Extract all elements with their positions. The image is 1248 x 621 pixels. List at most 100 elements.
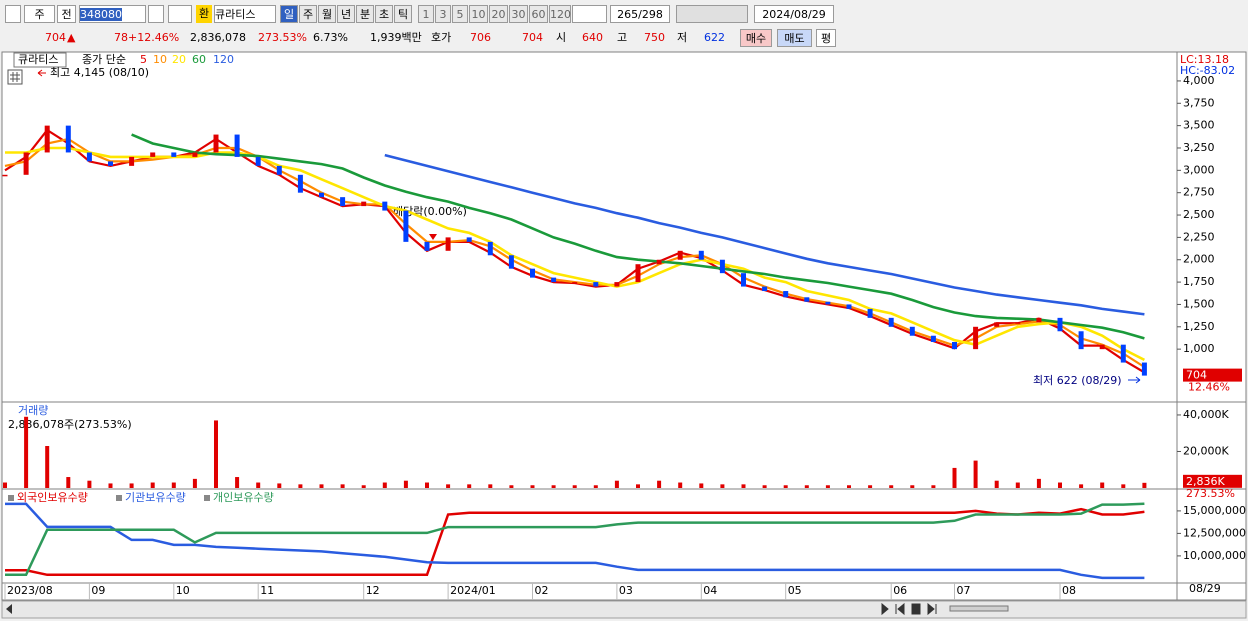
- y-tick-label: 3,250: [1183, 141, 1215, 154]
- code-input[interactable]: 348080: [79, 5, 146, 23]
- candle: [1078, 331, 1084, 350]
- sell-button[interactable]: 매도: [777, 29, 812, 47]
- candle: [551, 277, 557, 283]
- menu-icon[interactable]: [5, 5, 21, 23]
- x-tick-label: 07: [957, 584, 971, 597]
- interval-button[interactable]: 분: [356, 5, 374, 23]
- candle: [572, 282, 578, 284]
- high-label: 고: [617, 31, 628, 44]
- sound-button[interactable]: [168, 5, 192, 23]
- grid-icon[interactable]: [7, 69, 23, 85]
- volume-rate: 273.53%: [258, 31, 307, 44]
- tool-icons[interactable]: [676, 5, 748, 23]
- period-select[interactable]: 주: [24, 5, 55, 23]
- bid: 704: [522, 31, 543, 44]
- candle: [213, 134, 219, 153]
- date-field[interactable]: 2024/08/29: [754, 5, 834, 23]
- volume-bar: [720, 484, 725, 488]
- candle: [192, 152, 198, 157]
- legend-entry: 60: [192, 53, 206, 66]
- buy-button[interactable]: 매수: [740, 29, 772, 47]
- high-arrow: [37, 69, 46, 77]
- candle: [530, 268, 535, 278]
- candle: [1015, 322, 1021, 324]
- scrollbar[interactable]: [1, 600, 1247, 619]
- x-tick-label: 10: [176, 584, 190, 597]
- y-tick-label: 10,000,000: [1183, 549, 1246, 562]
- tick-button[interactable]: 3: [435, 5, 451, 23]
- count-field[interactable]: 265/298: [610, 5, 670, 23]
- volume-bar: [657, 480, 662, 488]
- y-tick-label: 15,000,000: [1183, 504, 1246, 517]
- item-name-field[interactable]: 큐라티스: [214, 5, 276, 23]
- candle: [466, 237, 472, 242]
- search-button[interactable]: [148, 5, 164, 23]
- interval-button[interactable]: 초: [375, 5, 393, 23]
- volume-bar: [678, 482, 683, 488]
- open: 640: [582, 31, 603, 44]
- unit-select[interactable]: [572, 5, 607, 23]
- x-tick-label: 08: [1062, 584, 1076, 597]
- turnover: 6.73%: [313, 31, 348, 44]
- legend-entry: 10: [153, 53, 167, 66]
- volume-bar: [45, 446, 50, 488]
- volume-bar: [361, 485, 366, 488]
- scroll-buttons[interactable]: [881, 602, 937, 616]
- volume-bar: [910, 485, 915, 488]
- avg-button[interactable]: 평: [816, 29, 836, 47]
- holdings-line: [5, 502, 1145, 577]
- price: 704: [45, 31, 66, 44]
- y-tick-label: 3,500: [1183, 119, 1215, 132]
- low-arrow: [1128, 376, 1141, 384]
- currency-badge[interactable]: 환: [196, 5, 212, 23]
- candle: [909, 326, 915, 336]
- volume-bar: [1015, 482, 1020, 488]
- candle: [783, 291, 789, 298]
- volume-bar: [87, 480, 92, 488]
- candle: [508, 255, 514, 269]
- candle: [719, 259, 725, 274]
- volume-bar: [24, 416, 29, 488]
- candle: [973, 326, 979, 350]
- x-tick-label: 04: [703, 584, 717, 597]
- volume-bar: [277, 483, 282, 488]
- tick-button[interactable]: 120: [549, 5, 571, 23]
- x-tick-label: 02: [535, 584, 549, 597]
- tick-button[interactable]: 5: [452, 5, 468, 23]
- candle: [593, 282, 599, 287]
- candle: [762, 286, 768, 292]
- volume-bar: [425, 482, 429, 488]
- y-tick-label: 2,500: [1183, 208, 1215, 221]
- y-tick-label: 1,250: [1183, 320, 1215, 333]
- legend-swatch: [204, 495, 210, 501]
- volume-bar: [783, 485, 788, 488]
- volume-bar: [235, 477, 240, 488]
- last-volume-label: 2,836K: [1186, 475, 1225, 488]
- end-date-label: 08/29: [1189, 582, 1221, 595]
- candle: [445, 237, 451, 251]
- tick-button[interactable]: 1: [418, 5, 434, 23]
- interval-button[interactable]: 일: [280, 5, 298, 23]
- volume-bar: [3, 482, 7, 488]
- interval-button[interactable]: 년: [337, 5, 355, 23]
- volume-bar: [403, 480, 408, 488]
- candle: [297, 174, 303, 193]
- volume-bar: [973, 460, 978, 488]
- tick-button[interactable]: 20: [489, 5, 508, 23]
- interval-button[interactable]: 틱: [394, 5, 412, 23]
- y-tick-label: 2,000: [1183, 253, 1215, 266]
- candle: [44, 125, 50, 153]
- scroll-left[interactable]: [6, 604, 12, 614]
- tick-button[interactable]: 60: [529, 5, 548, 23]
- interval-button[interactable]: 월: [318, 5, 336, 23]
- interval-button[interactable]: 주: [299, 5, 317, 23]
- ask: 706: [470, 31, 491, 44]
- legend-entry: 20: [172, 53, 186, 66]
- tick-button[interactable]: 30: [509, 5, 528, 23]
- last-volume-box: [1183, 474, 1242, 488]
- prev-button[interactable]: 전: [57, 5, 76, 23]
- tick-button[interactable]: 10: [469, 5, 488, 23]
- zoom-slider[interactable]: [949, 605, 1009, 612]
